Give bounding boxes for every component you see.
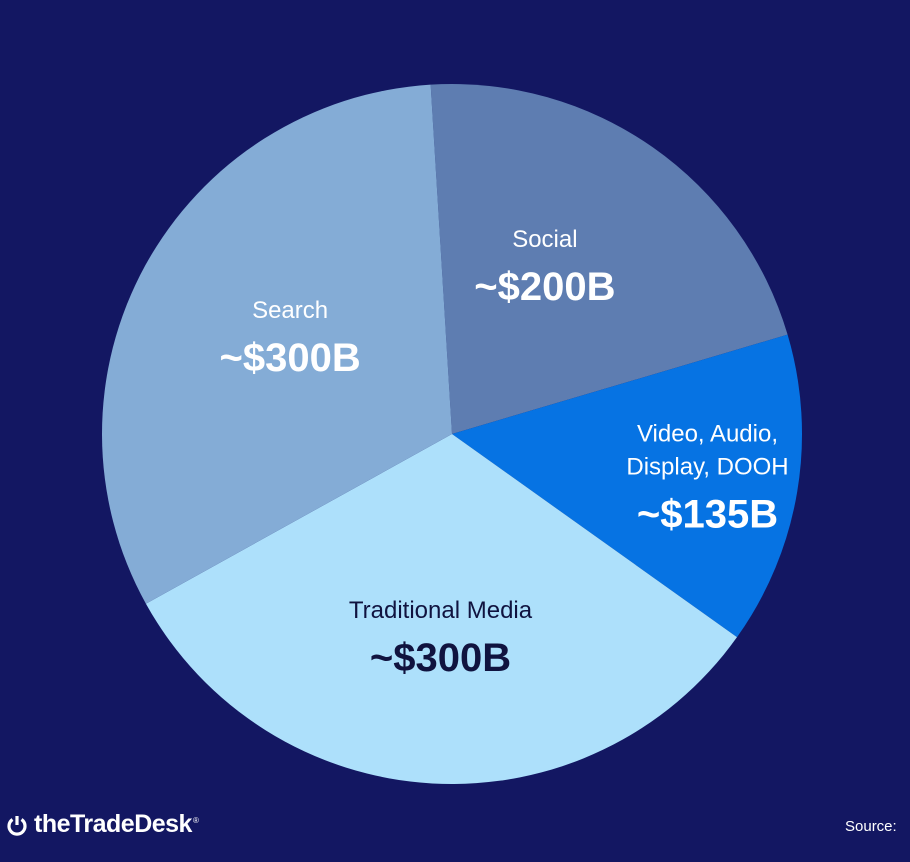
logo-text: theTradeDesk (34, 810, 192, 838)
pie-slice-2 (145, 434, 737, 785)
slice-value-3: ~$300B (219, 336, 360, 380)
brand-logo: theTradeDesk® (6, 810, 199, 839)
slice-value-2: ~$300B (370, 636, 511, 680)
pie-slice-0 (430, 83, 788, 435)
slice-value-1: ~$135B (637, 493, 778, 537)
slice-label-2-0: Traditional Media (349, 597, 533, 624)
pie-slice-3 (101, 84, 452, 604)
slice-label-1-1: Display, DOOH (626, 454, 788, 481)
slice-label-3-0: Search (252, 297, 328, 324)
registered-mark: ® (192, 815, 199, 825)
slice-label-1-0: Video, Audio, (637, 421, 778, 448)
power-icon (7, 815, 27, 836)
source-label: Source: (845, 818, 897, 835)
pie-slice-1 (452, 334, 803, 638)
slice-label-0-0: Social (512, 226, 577, 253)
slice-value-0: ~$200B (474, 265, 615, 309)
